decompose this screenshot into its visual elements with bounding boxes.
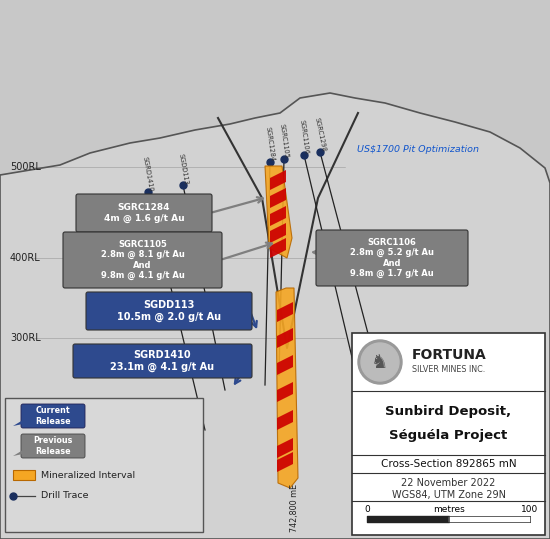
Text: 300RL: 300RL <box>10 333 41 343</box>
Text: WGS84, UTM Zone 29N: WGS84, UTM Zone 29N <box>392 490 505 500</box>
Polygon shape <box>270 170 286 190</box>
FancyBboxPatch shape <box>86 292 252 330</box>
Polygon shape <box>277 328 293 348</box>
Text: 742,700 mE: 742,700 mE <box>153 483 162 532</box>
Polygon shape <box>270 223 286 243</box>
Text: 742,800 mE: 742,800 mE <box>290 484 300 532</box>
FancyBboxPatch shape <box>21 404 85 428</box>
Text: 400RL: 400RL <box>10 253 41 263</box>
Text: Séguéla Project: Séguéla Project <box>389 430 508 443</box>
Text: Cross-Section 892865 mN: Cross-Section 892865 mN <box>381 459 516 469</box>
Polygon shape <box>265 166 292 258</box>
Text: 100: 100 <box>521 505 538 514</box>
Text: SGRC1284
4m @ 1.6 g/t Au: SGRC1284 4m @ 1.6 g/t Au <box>104 203 184 223</box>
Text: 22 November 2022: 22 November 2022 <box>402 478 496 488</box>
Polygon shape <box>277 438 293 458</box>
Text: SGDD113
10.5m @ 2.0 g/t Au: SGDD113 10.5m @ 2.0 g/t Au <box>117 300 221 322</box>
FancyBboxPatch shape <box>76 194 212 232</box>
Text: SILVER MINES INC.: SILVER MINES INC. <box>412 364 485 374</box>
FancyBboxPatch shape <box>73 344 252 378</box>
Circle shape <box>361 343 399 381</box>
FancyBboxPatch shape <box>13 470 35 480</box>
Text: Previous
Release: Previous Release <box>34 436 73 455</box>
Polygon shape <box>277 302 293 322</box>
Text: 500RL: 500RL <box>10 162 41 172</box>
Text: FORTUNA: FORTUNA <box>412 348 487 362</box>
Text: 0: 0 <box>364 505 370 514</box>
Polygon shape <box>13 450 23 456</box>
Text: SGRC1298: SGRC1298 <box>314 116 327 152</box>
Text: US$1700 Pit Optimization: US$1700 Pit Optimization <box>357 145 479 154</box>
Polygon shape <box>277 355 293 375</box>
Text: SGRC1284: SGRC1284 <box>265 127 276 162</box>
Text: SGRC1106
2.8m @ 5.2 g/t Au
And
9.8m @ 1.7 g/t Au: SGRC1106 2.8m @ 5.2 g/t Au And 9.8m @ 1.… <box>350 238 434 278</box>
Text: SGRD1410
23.1m @ 4.1 g/t Au: SGRD1410 23.1m @ 4.1 g/t Au <box>111 350 214 372</box>
Text: SGRD1410: SGRD1410 <box>142 156 154 192</box>
FancyBboxPatch shape <box>5 398 203 532</box>
Text: Drill Trace: Drill Trace <box>41 492 89 501</box>
Polygon shape <box>270 238 286 258</box>
Polygon shape <box>276 288 298 488</box>
FancyBboxPatch shape <box>63 232 222 288</box>
FancyBboxPatch shape <box>316 230 468 286</box>
FancyBboxPatch shape <box>352 333 545 535</box>
Text: SGRC1106: SGRC1106 <box>299 120 310 155</box>
Polygon shape <box>277 410 293 430</box>
Text: Current
Release: Current Release <box>35 406 71 426</box>
Text: SGDD113: SGDD113 <box>177 153 189 185</box>
Polygon shape <box>270 188 286 208</box>
Polygon shape <box>270 206 286 226</box>
Polygon shape <box>277 382 293 402</box>
Text: metres: metres <box>433 505 464 514</box>
FancyBboxPatch shape <box>21 434 85 458</box>
Text: SGRC1105: SGRC1105 <box>279 123 289 159</box>
Polygon shape <box>0 93 550 539</box>
Text: SGRC1105
2.8m @ 8.1 g/t Au
And
9.8m @ 4.1 g/t Au: SGRC1105 2.8m @ 8.1 g/t Au And 9.8m @ 4.… <box>101 240 184 280</box>
Text: Sunbird Deposit,: Sunbird Deposit, <box>386 404 512 418</box>
Text: Mineralized Interval: Mineralized Interval <box>41 471 135 480</box>
Circle shape <box>358 340 402 384</box>
Polygon shape <box>13 420 23 426</box>
Text: ♞: ♞ <box>371 353 389 371</box>
Polygon shape <box>277 452 293 472</box>
